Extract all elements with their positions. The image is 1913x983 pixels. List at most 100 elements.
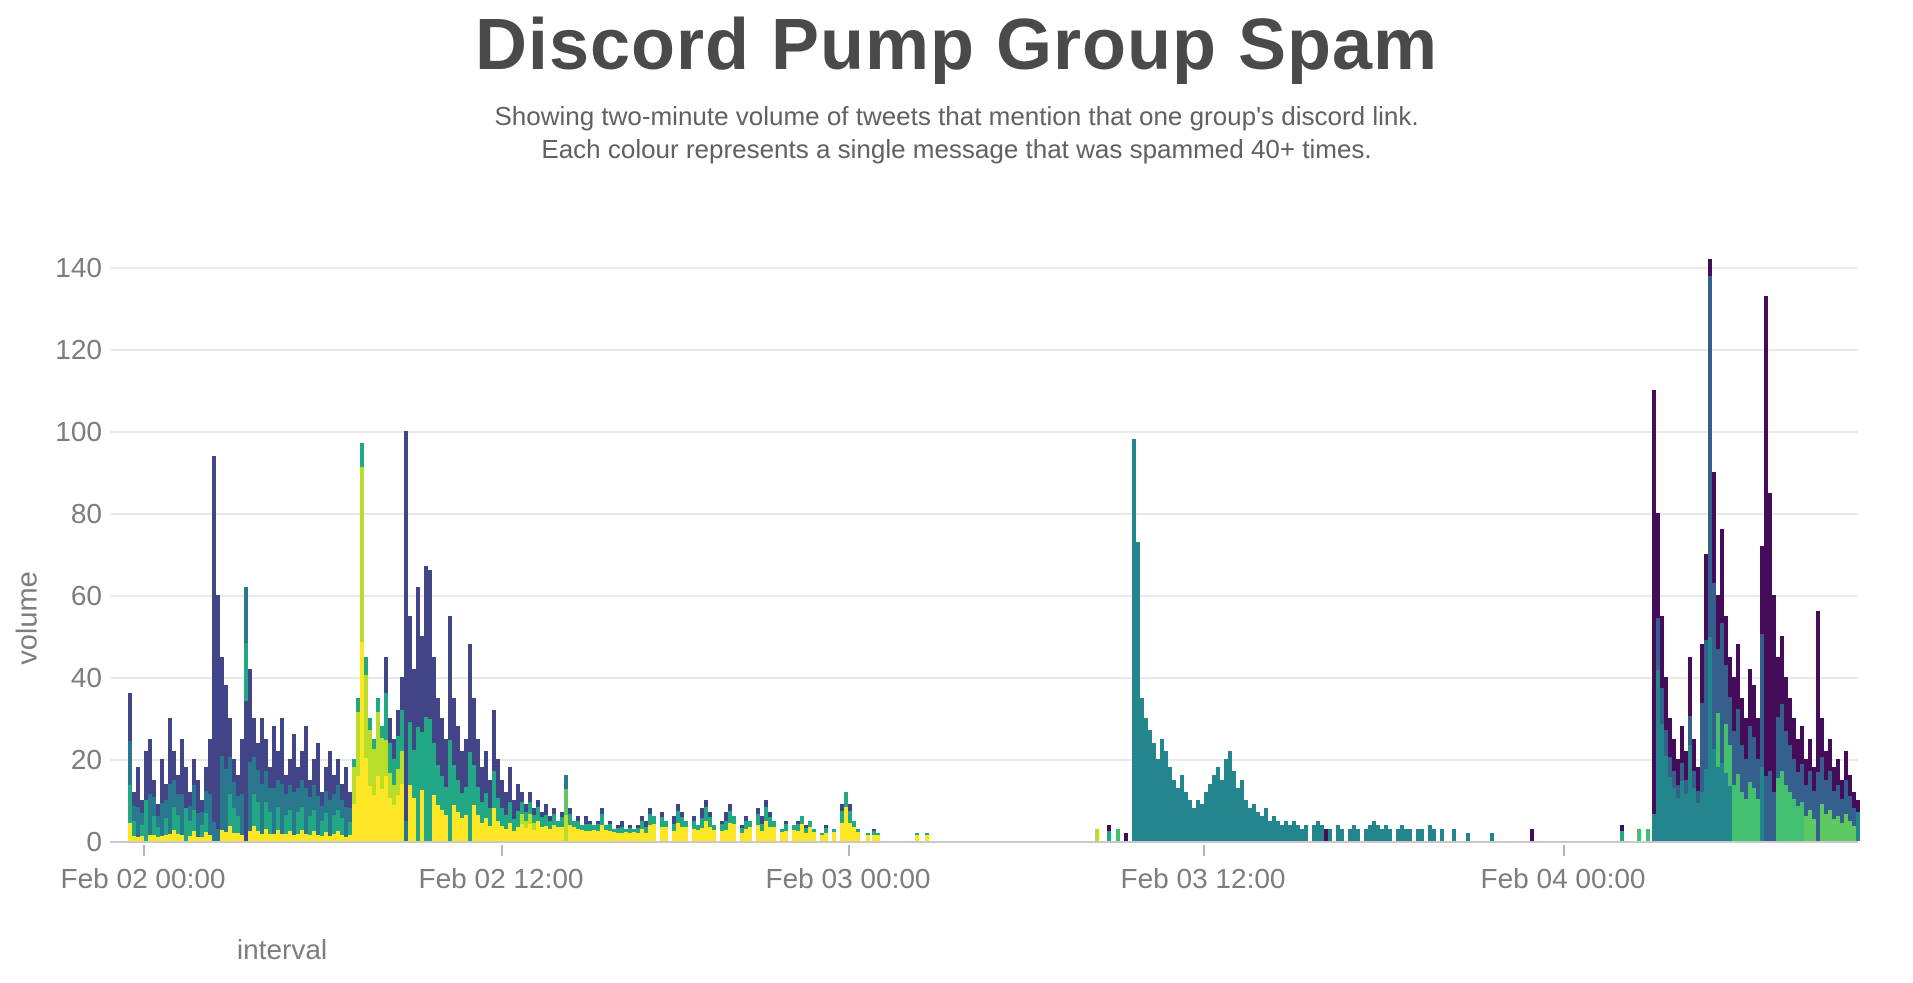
bar-segment — [804, 827, 808, 833]
stacked-bar — [380, 726, 384, 841]
bar-segment — [188, 805, 192, 822]
bar-segment — [1780, 703, 1784, 772]
bar-segment — [600, 814, 604, 825]
plot-area[interactable] — [110, 248, 1860, 843]
bar-segment — [740, 827, 744, 833]
y-tick-label-80: 80 — [70, 498, 102, 529]
stacked-bar — [532, 808, 536, 841]
bar-segment — [564, 814, 568, 841]
bar-segment — [336, 809, 340, 832]
bar-segment — [540, 812, 544, 818]
stacked-bar — [472, 697, 476, 841]
stacked-bar — [172, 750, 176, 841]
bar-segment — [1404, 828, 1408, 841]
stacked-bar — [664, 820, 668, 841]
stacked-bar — [700, 808, 704, 841]
bar-segment — [296, 811, 300, 834]
stacked-bar — [1328, 828, 1332, 841]
bar-segment — [388, 718, 392, 743]
bar-segment — [1620, 831, 1624, 841]
stacked-bar — [420, 636, 424, 841]
x-axis-line — [110, 841, 1858, 843]
bar-segment — [915, 832, 919, 836]
stacked-bar — [372, 738, 376, 841]
stacked-bar — [1232, 771, 1236, 841]
stacked-bar — [1668, 718, 1672, 841]
bar-segment — [1828, 771, 1832, 811]
stacked-bar — [228, 718, 232, 841]
bar-segment — [396, 709, 400, 737]
bar-segment — [552, 824, 556, 841]
bar-segment — [292, 834, 296, 841]
bar-segment — [1116, 828, 1120, 841]
bar-segment — [732, 816, 736, 824]
stacked-bar — [1380, 828, 1384, 841]
stacked-bar — [568, 808, 572, 841]
bar-segment — [1764, 295, 1768, 776]
bar-segment — [476, 786, 480, 816]
bar-segment — [212, 455, 216, 822]
bar-segment — [324, 790, 328, 813]
bar-segment — [1684, 779, 1688, 795]
stacked-bar — [1408, 828, 1412, 841]
bar-segment — [548, 828, 552, 841]
bar-segment — [784, 820, 788, 825]
bar-segment — [792, 824, 796, 830]
stacked-bar — [708, 812, 712, 841]
bar-segment — [1756, 718, 1760, 759]
bar-segment — [284, 775, 288, 794]
stacked-bar — [484, 750, 488, 841]
stacked-bar — [392, 738, 396, 841]
bar-segment — [1800, 726, 1804, 765]
bar-segment — [452, 697, 456, 765]
stacked-bar — [1420, 828, 1424, 841]
stacked-bar — [1216, 767, 1220, 841]
bar-segment — [1848, 775, 1852, 797]
bar-segment — [428, 570, 432, 720]
bar-segment — [556, 826, 560, 841]
bar-segment — [272, 726, 276, 789]
bar-segment — [1384, 824, 1388, 841]
bar-segment — [1700, 644, 1704, 704]
stacked-bar — [724, 812, 728, 841]
bar-segment — [808, 826, 812, 841]
bar-segment — [1380, 828, 1384, 841]
bar-segment — [620, 826, 624, 833]
bar-segment — [1428, 824, 1432, 841]
stacked-bar — [324, 767, 328, 841]
bar-segment — [496, 797, 500, 821]
stacked-bar — [148, 738, 152, 841]
bar-segment — [760, 831, 764, 841]
bar-segment — [1824, 750, 1828, 780]
stacked-bar — [516, 783, 520, 841]
bar-segment — [316, 742, 320, 796]
bar-segment — [532, 814, 536, 823]
stacked-bar — [1530, 828, 1534, 841]
bar-segment — [156, 804, 160, 816]
bar-segment — [728, 810, 732, 823]
stacked-bar — [304, 726, 308, 841]
bar-segment — [344, 836, 348, 841]
bar-segment — [1652, 390, 1656, 814]
bar-segment — [476, 738, 480, 787]
bar-segment — [436, 805, 440, 841]
stacked-bar — [744, 816, 748, 841]
bar-segment — [1704, 769, 1708, 841]
bar-segment — [760, 816, 764, 824]
bar-segment — [228, 794, 232, 827]
bar-segment — [308, 834, 312, 841]
bar-segment — [172, 750, 176, 780]
bar-segment — [1824, 813, 1828, 841]
bar-segment — [1208, 783, 1212, 841]
bar-segment — [536, 800, 540, 808]
stacked-bar — [1812, 767, 1816, 841]
bar-segment — [644, 820, 648, 827]
bar-segment — [588, 820, 592, 825]
stacked-bar — [616, 824, 620, 841]
bar-segment — [1296, 824, 1300, 841]
bar-segment — [1856, 812, 1860, 841]
bar-segment — [316, 795, 320, 836]
stacked-bar — [336, 759, 340, 841]
stacked-bar — [780, 828, 784, 841]
bar-segment — [1772, 595, 1776, 792]
